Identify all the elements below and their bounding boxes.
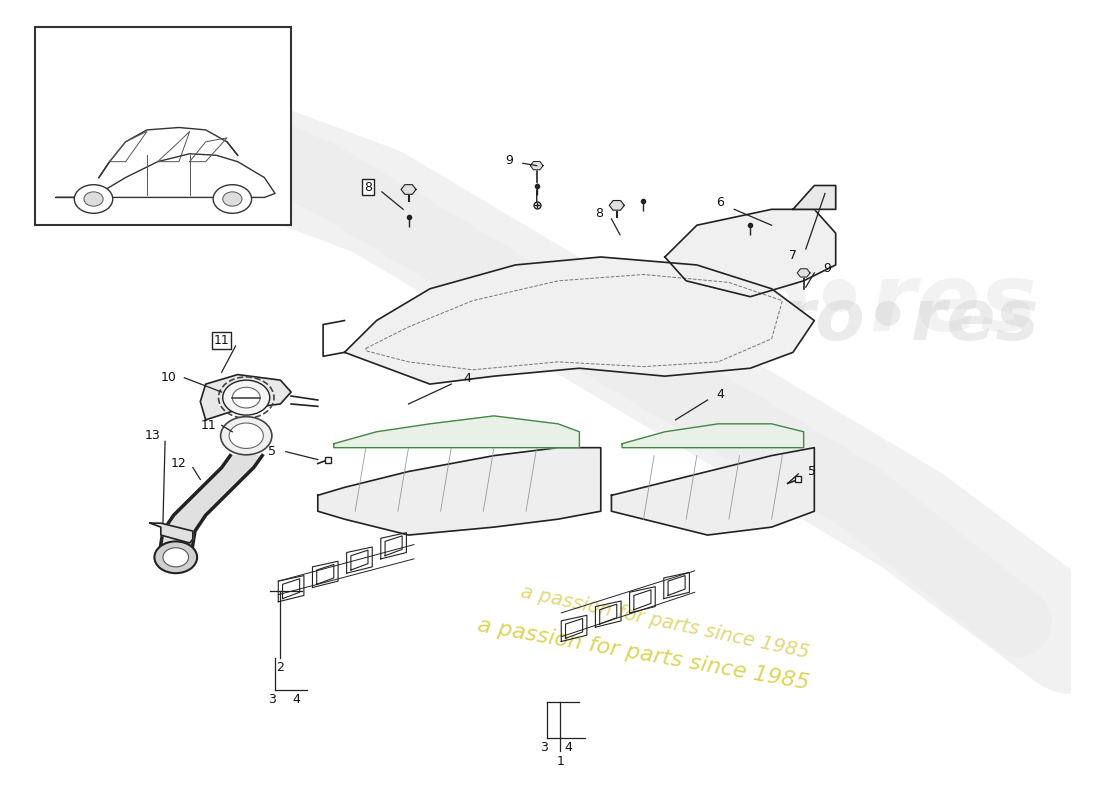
Text: 4: 4 <box>564 741 573 754</box>
Circle shape <box>154 542 197 573</box>
Circle shape <box>223 380 270 415</box>
Polygon shape <box>318 448 601 535</box>
Polygon shape <box>530 162 543 170</box>
Polygon shape <box>664 210 836 297</box>
Circle shape <box>84 192 103 206</box>
Text: 6: 6 <box>716 197 724 210</box>
Text: 2: 2 <box>276 662 285 674</box>
Polygon shape <box>160 456 262 551</box>
Circle shape <box>213 185 252 214</box>
Polygon shape <box>333 416 580 448</box>
Text: 10: 10 <box>161 371 176 384</box>
Text: 8: 8 <box>364 181 372 194</box>
Text: 5: 5 <box>808 465 816 478</box>
Polygon shape <box>798 269 810 277</box>
Text: 9: 9 <box>823 262 832 275</box>
Text: 1: 1 <box>557 755 564 768</box>
Text: a passion for parts since 1985: a passion for parts since 1985 <box>519 582 811 662</box>
Text: 11: 11 <box>201 419 217 432</box>
Bar <box>35 26 292 226</box>
Circle shape <box>75 185 113 214</box>
Polygon shape <box>344 257 814 384</box>
Text: eu•ro•res: eu•ro•res <box>506 258 1037 350</box>
Circle shape <box>229 423 263 449</box>
Text: 4: 4 <box>293 693 300 706</box>
Circle shape <box>232 387 260 408</box>
Text: 9: 9 <box>505 154 513 166</box>
Text: 3: 3 <box>540 741 548 754</box>
Text: 8: 8 <box>595 207 603 220</box>
Text: 11: 11 <box>213 334 230 347</box>
Text: 3: 3 <box>268 693 276 706</box>
Polygon shape <box>612 448 814 535</box>
Text: 4: 4 <box>716 388 724 401</box>
Polygon shape <box>623 424 804 448</box>
Polygon shape <box>402 185 416 194</box>
Polygon shape <box>150 523 192 543</box>
Text: 4: 4 <box>463 372 471 385</box>
Text: a passion for parts since 1985: a passion for parts since 1985 <box>476 615 811 694</box>
Circle shape <box>223 192 242 206</box>
Text: 5: 5 <box>268 445 276 458</box>
Polygon shape <box>793 186 836 210</box>
Text: 13: 13 <box>144 430 161 442</box>
Circle shape <box>163 548 188 567</box>
Polygon shape <box>200 374 292 420</box>
Polygon shape <box>609 201 625 210</box>
Text: 7: 7 <box>789 249 797 262</box>
Text: 12: 12 <box>172 457 187 470</box>
Text: eu•ro•res: eu•ro•res <box>632 286 1038 355</box>
Circle shape <box>221 417 272 455</box>
